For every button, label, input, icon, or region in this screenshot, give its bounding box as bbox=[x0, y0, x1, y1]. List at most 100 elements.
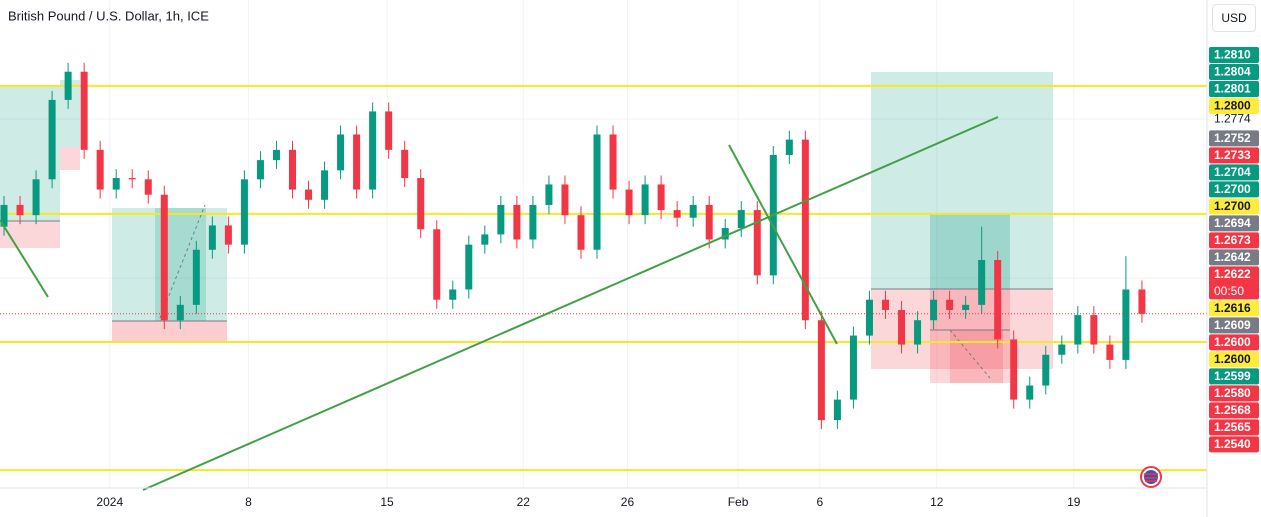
candle-body bbox=[0, 204, 8, 227]
currency-button[interactable]: USD bbox=[1212, 4, 1256, 32]
price-label-bg bbox=[1209, 317, 1259, 334]
candle-body bbox=[481, 234, 489, 245]
price-label: 1.2565 bbox=[1214, 420, 1251, 434]
price-label-bg bbox=[1209, 402, 1259, 419]
candle-body bbox=[737, 210, 745, 228]
price-label: 1.2616 bbox=[1214, 301, 1251, 315]
candle-body bbox=[465, 244, 473, 290]
candle-body bbox=[529, 204, 537, 240]
y-tick-label: 1.2774 bbox=[1214, 111, 1251, 125]
candle-body bbox=[192, 249, 200, 305]
price-label-bg bbox=[1209, 147, 1259, 164]
price-label: 1.2540 bbox=[1214, 437, 1251, 451]
price-label-bg bbox=[1209, 300, 1259, 317]
candle-body bbox=[865, 299, 873, 336]
price-label: 1.2600 bbox=[1214, 352, 1251, 366]
price-label: 1.2804 bbox=[1214, 65, 1251, 79]
price-label: 1.2609 bbox=[1214, 318, 1251, 332]
price-label: 1.2673 bbox=[1214, 233, 1251, 247]
price-label: 1.2801 bbox=[1214, 82, 1251, 96]
x-tick-label: 22 bbox=[517, 495, 531, 509]
price-label-bg bbox=[1209, 130, 1259, 147]
price-label: 1.2599 bbox=[1214, 369, 1251, 383]
candle-body bbox=[577, 215, 585, 250]
candle-body bbox=[353, 134, 361, 190]
candle-body bbox=[256, 160, 264, 180]
candle-body bbox=[272, 149, 280, 161]
price-label: 1.2642 bbox=[1214, 250, 1251, 264]
candle-body bbox=[753, 210, 761, 276]
long-profit-zone bbox=[871, 72, 1053, 289]
candle-body bbox=[721, 227, 729, 240]
candle-body bbox=[1122, 289, 1130, 360]
candle-body bbox=[545, 184, 553, 205]
long-loss-zone bbox=[112, 321, 227, 342]
candle-body bbox=[513, 204, 521, 240]
candle-body bbox=[898, 309, 906, 345]
price-label-bg bbox=[1209, 266, 1259, 300]
candle-body bbox=[1026, 385, 1034, 400]
price-label-bg bbox=[1209, 98, 1259, 115]
price-label: 1.2733 bbox=[1214, 148, 1251, 162]
candle-body bbox=[849, 335, 857, 400]
candle-body bbox=[401, 149, 409, 179]
price-label-bg bbox=[1209, 215, 1259, 232]
candle-body bbox=[128, 178, 136, 180]
price-label-bg bbox=[1209, 81, 1259, 98]
candle-body bbox=[224, 225, 232, 245]
candle-body bbox=[833, 399, 841, 421]
candle-body bbox=[1090, 315, 1098, 345]
candle-body bbox=[593, 134, 601, 250]
candle-body bbox=[881, 299, 889, 310]
price-label: 1.2568 bbox=[1214, 403, 1251, 417]
candle-body bbox=[962, 304, 970, 310]
price-label-bg bbox=[1209, 368, 1259, 385]
price-label: 1.2622 bbox=[1214, 267, 1251, 281]
x-tick-label: 2024 bbox=[96, 495, 123, 509]
candle-body bbox=[112, 178, 120, 190]
candle-body bbox=[449, 289, 457, 300]
candle-body bbox=[561, 184, 569, 216]
candle-body bbox=[16, 204, 24, 216]
price-label-bg bbox=[1209, 351, 1259, 368]
candle-body bbox=[433, 229, 441, 300]
candle-body bbox=[689, 204, 697, 218]
price-label-bg bbox=[1209, 47, 1259, 64]
candle-body bbox=[64, 71, 72, 100]
dashed-path bbox=[949, 329, 991, 379]
candle-body bbox=[369, 111, 377, 190]
candle-body bbox=[497, 204, 505, 235]
candle-body bbox=[994, 260, 1002, 340]
candle-body bbox=[48, 99, 56, 180]
price-label: 1.2810 bbox=[1214, 48, 1251, 62]
candle-body bbox=[673, 210, 681, 218]
axes: 1.27741.265020248152226Feb612191.28101.2… bbox=[96, 47, 1259, 509]
candle-body bbox=[801, 139, 809, 321]
x-tick-label: 15 bbox=[380, 495, 394, 509]
price-label-bg bbox=[1209, 436, 1259, 453]
candle-body bbox=[176, 304, 184, 321]
candle-body bbox=[385, 111, 393, 150]
candle-body bbox=[914, 320, 922, 345]
x-tick-label: Feb bbox=[728, 495, 749, 509]
x-tick-label: 26 bbox=[621, 495, 635, 509]
candle-body bbox=[144, 179, 152, 195]
candle-body bbox=[288, 149, 296, 190]
price-label-bg bbox=[1209, 232, 1259, 249]
candle-body bbox=[785, 139, 793, 155]
candle-body bbox=[930, 299, 938, 321]
price-label-bg bbox=[1209, 198, 1259, 215]
candle-body bbox=[417, 178, 425, 230]
loss-fill bbox=[950, 330, 1003, 383]
candle-body bbox=[978, 260, 986, 305]
price-label: 1.2752 bbox=[1214, 131, 1251, 145]
trend-lines bbox=[0, 116, 999, 491]
candle-body bbox=[1138, 289, 1146, 314]
candle-body bbox=[321, 170, 329, 200]
grid bbox=[0, 0, 1207, 488]
candle-body bbox=[80, 71, 88, 150]
price-label-bg bbox=[1209, 181, 1259, 198]
x-tick-label: 6 bbox=[816, 495, 823, 509]
trend-line bbox=[728, 144, 838, 345]
